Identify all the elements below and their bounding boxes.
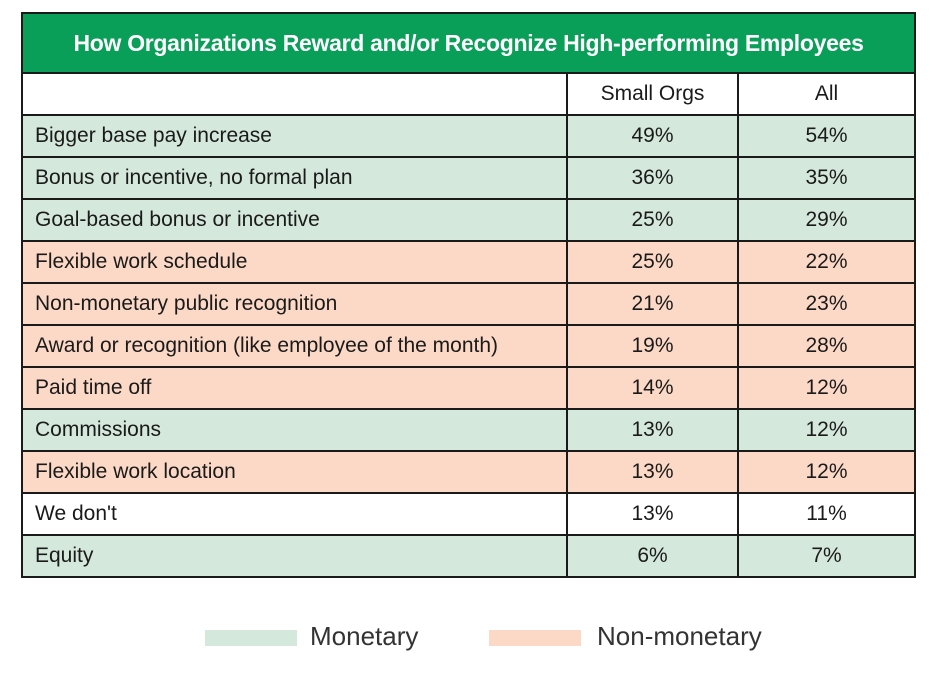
rewards-table: How Organizations Reward and/or Recogniz… (20, 12, 917, 578)
row-value-all: 12% (736, 450, 917, 494)
row-label: We don't (21, 492, 568, 536)
row-value-small-orgs: 36% (566, 156, 739, 200)
row-value-small-orgs: 13% (566, 492, 739, 536)
row-value-small-orgs: 49% (566, 114, 739, 158)
table-row: Commissions 13% 12% (21, 408, 917, 452)
table-row: Paid time off 14% 12% (21, 366, 917, 410)
row-value-all: 54% (736, 114, 917, 158)
row-label: Goal-based bonus or incentive (21, 198, 568, 242)
legend-label-monetary: Monetary (310, 621, 419, 651)
header-all: All (736, 72, 917, 116)
table-title: How Organizations Reward and/or Recogniz… (20, 12, 917, 74)
header-small-orgs: Small Orgs (566, 72, 739, 116)
row-value-all: 12% (736, 366, 917, 410)
row-value-small-orgs: 21% (566, 282, 739, 326)
row-label: Non-monetary public recognition (21, 282, 568, 326)
table-row: Bigger base pay increase 49% 54% (21, 114, 917, 158)
row-value-small-orgs: 13% (566, 450, 739, 494)
header-label-cell (21, 72, 568, 116)
legend-swatch-nonmonetary (489, 630, 581, 646)
row-label: Bonus or incentive, no formal plan (21, 156, 568, 200)
row-value-small-orgs: 6% (566, 534, 739, 578)
table-row: Flexible work location 13% 12% (21, 450, 917, 494)
row-value-all: 29% (736, 198, 917, 242)
row-value-small-orgs: 14% (566, 366, 739, 410)
row-value-all: 7% (736, 534, 917, 578)
row-value-small-orgs: 19% (566, 324, 739, 368)
table-row: Bonus or incentive, no formal plan 36% 35% (21, 156, 917, 200)
row-value-small-orgs: 25% (566, 240, 739, 284)
row-value-all: 23% (736, 282, 917, 326)
row-label: Flexible work location (21, 450, 568, 494)
header-row: Small Orgs All (21, 72, 917, 116)
table-row: Goal-based bonus or incentive 25% 29% (21, 198, 917, 242)
legend-label-nonmonetary: Non-monetary (597, 621, 762, 651)
table-row: Equity 6% 7% (21, 534, 917, 578)
row-value-small-orgs: 13% (566, 408, 739, 452)
row-value-all: 22% (736, 240, 917, 284)
row-value-all: 11% (736, 492, 917, 536)
table-row: Non-monetary public recognition 21% 23% (21, 282, 917, 326)
row-label: Paid time off (21, 366, 568, 410)
row-value-small-orgs: 25% (566, 198, 739, 242)
row-label: Commissions (21, 408, 568, 452)
legend: Monetary Non-monetary (0, 618, 934, 654)
row-value-all: 12% (736, 408, 917, 452)
table-row: We don't 13% 11% (21, 492, 917, 536)
row-label: Flexible work schedule (21, 240, 568, 284)
row-label: Equity (21, 534, 568, 578)
legend-swatch-monetary (205, 630, 297, 646)
row-label: Bigger base pay increase (21, 114, 568, 158)
table-row: Flexible work schedule 25% 22% (21, 240, 917, 284)
row-value-all: 35% (736, 156, 917, 200)
row-value-all: 28% (736, 324, 917, 368)
table-row: Award or recognition (like employee of t… (21, 324, 917, 368)
row-label: Award or recognition (like employee of t… (21, 324, 568, 368)
rewards-table-container: How Organizations Reward and/or Recogniz… (20, 12, 917, 578)
